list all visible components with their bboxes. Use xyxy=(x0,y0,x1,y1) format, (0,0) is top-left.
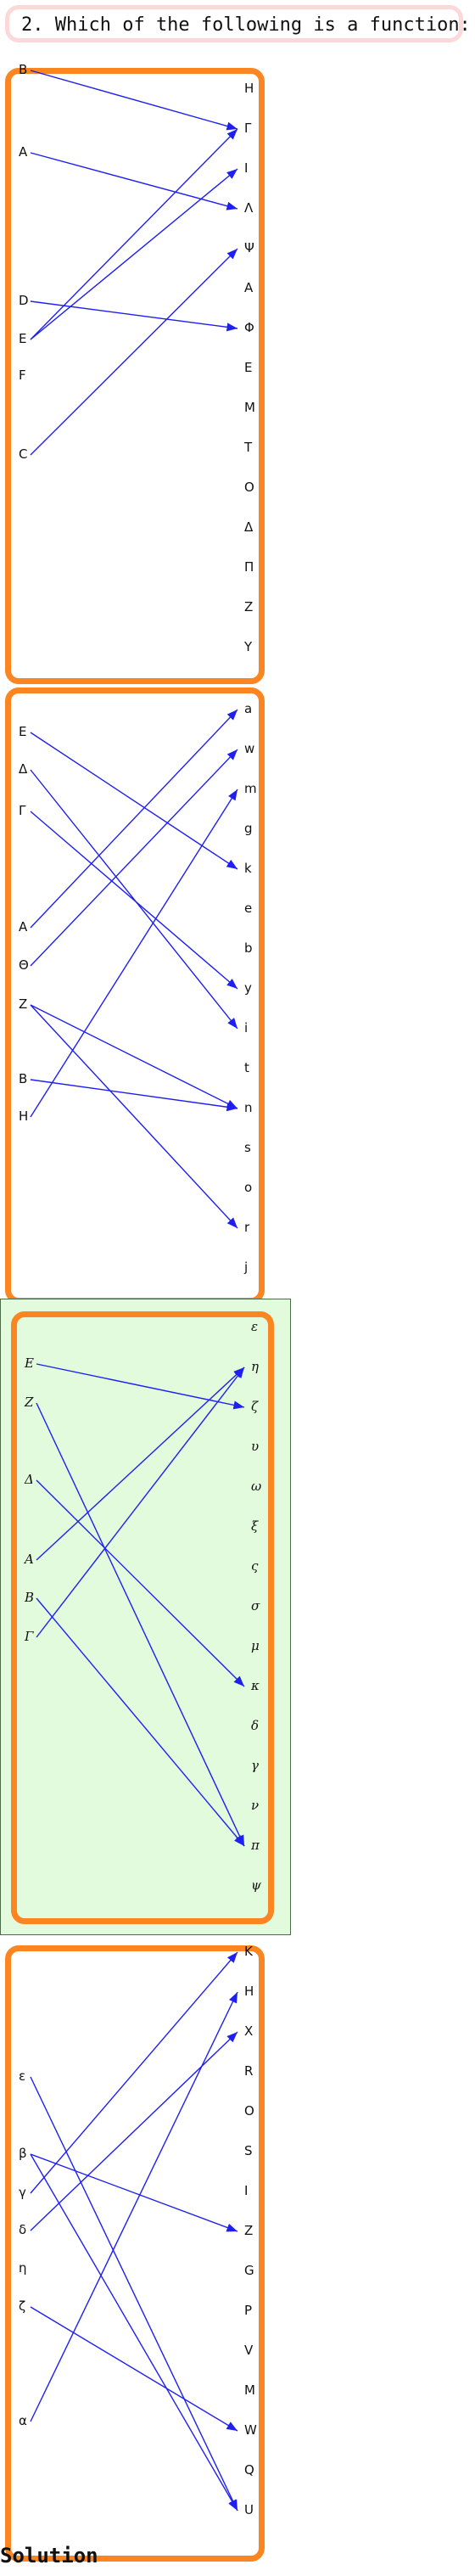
domain-element: α xyxy=(19,2415,27,2427)
codomain-element: P xyxy=(244,2304,252,2317)
domain-element: Z xyxy=(19,998,27,1011)
codomain-element: e xyxy=(244,902,252,915)
codomain-element: H xyxy=(244,82,254,95)
codomain-element: j xyxy=(244,1261,248,1274)
domain-element: Δ xyxy=(19,763,27,776)
codomain-element: Q xyxy=(244,2464,254,2477)
codomain-element: b xyxy=(244,942,253,955)
option-4[interactable]: ε β γ δ η ζ α K H X R O S I Z G P V M W Q U xyxy=(0,1937,271,2565)
codomain-element: I xyxy=(244,162,248,175)
codomain-element: y xyxy=(244,982,252,995)
codomain-element: Δ xyxy=(244,521,253,534)
domain-element: A xyxy=(25,1553,34,1566)
domain-element: γ xyxy=(19,2186,26,2199)
codomain-element: s xyxy=(244,1142,251,1154)
mapping-panel xyxy=(5,687,265,1304)
codomain-element: I xyxy=(244,2185,248,2197)
codomain-element: A xyxy=(244,282,253,295)
codomain-element: O xyxy=(244,481,254,494)
codomain-element: ν xyxy=(251,1799,259,1812)
codomain-element: ψ xyxy=(251,1879,261,1892)
question-text: 2. Which of the following is a function: xyxy=(21,14,471,36)
mapping-panel xyxy=(5,1945,265,2562)
codomain-element: ε xyxy=(251,1321,258,1333)
domain-element: β xyxy=(19,2147,27,2160)
domain-element: A xyxy=(19,146,27,159)
codomain-element: μ xyxy=(251,1640,260,1653)
option-1[interactable]: B A D E F C H Γ I Λ Ψ A Φ E M T O Δ Π Z Y xyxy=(0,59,271,687)
domain-element: B xyxy=(19,1073,27,1086)
codomain-element: Y xyxy=(244,641,252,654)
domain-element: C xyxy=(19,448,27,461)
domain-element: Θ xyxy=(19,959,29,972)
codomain-element: S xyxy=(244,2145,253,2158)
domain-element: E xyxy=(19,333,26,345)
codomain-element: o xyxy=(244,1181,252,1194)
domain-element: ζ xyxy=(19,2300,25,2313)
codomain-element: m xyxy=(244,783,257,795)
domain-element: ε xyxy=(19,2070,25,2083)
codomain-element: κ xyxy=(251,1680,260,1692)
codomain-element: M xyxy=(244,401,255,414)
codomain-element: E xyxy=(244,362,252,374)
domain-element: D xyxy=(19,295,29,307)
codomain-element: G xyxy=(244,2265,254,2277)
codomain-element: Γ xyxy=(244,122,251,135)
codomain-element: Z xyxy=(244,2225,253,2237)
codomain-element: δ xyxy=(251,1720,259,1732)
codomain-element: ξ xyxy=(251,1520,258,1533)
codomain-element: V xyxy=(244,2344,253,2357)
domain-element: Γ xyxy=(19,805,25,817)
domain-element: E xyxy=(19,726,26,738)
domain-element: Z xyxy=(25,1396,33,1409)
codomain-element: W xyxy=(244,2424,257,2437)
codomain-element: R xyxy=(244,2065,253,2078)
codomain-element: υ xyxy=(251,1440,259,1453)
codomain-element: a xyxy=(244,703,252,716)
codomain-element: π xyxy=(251,1839,260,1852)
codomain-element: γ xyxy=(251,1759,259,1772)
codomain-element: Φ xyxy=(244,322,254,334)
codomain-element: w xyxy=(244,743,254,755)
domain-element: B xyxy=(19,64,27,76)
codomain-element: r xyxy=(244,1221,249,1234)
codomain-element: i xyxy=(244,1022,248,1035)
codomain-element: σ xyxy=(251,1600,260,1613)
question-box: 2. Which of the following is a function: xyxy=(5,5,463,42)
domain-element: H xyxy=(19,1110,28,1123)
codomain-element: U xyxy=(244,2504,254,2517)
codomain-element: ς xyxy=(251,1560,258,1573)
domain-element: Γ xyxy=(25,1630,33,1643)
codomain-element: K xyxy=(244,1945,253,1958)
codomain-element: T xyxy=(244,441,252,454)
codomain-element: η xyxy=(251,1361,259,1373)
domain-element: B xyxy=(25,1591,34,1604)
codomain-element: Ψ xyxy=(244,242,254,255)
domain-element: η xyxy=(19,2262,27,2275)
domain-element: Δ xyxy=(25,1473,34,1486)
codomain-element: Π xyxy=(244,561,254,574)
codomain-element: Λ xyxy=(244,202,253,215)
domain-element: F xyxy=(19,369,26,382)
codomain-element: ζ xyxy=(251,1400,258,1413)
mapping-panel xyxy=(11,1311,274,1924)
codomain-element: M xyxy=(244,2384,255,2397)
codomain-element: O xyxy=(244,2105,254,2118)
domain-element: A xyxy=(19,921,27,934)
domain-element: E xyxy=(25,1357,34,1370)
codomain-element: k xyxy=(244,862,252,875)
solution-label: Solution xyxy=(0,2544,98,2568)
codomain-element: t xyxy=(244,1062,249,1075)
codomain-element: g xyxy=(244,822,253,835)
codomain-element: ω xyxy=(251,1480,261,1493)
codomain-element: Z xyxy=(244,601,253,614)
codomain-element: X xyxy=(244,2025,253,2038)
mapping-panel xyxy=(5,68,265,684)
codomain-element: n xyxy=(244,1102,253,1114)
codomain-element: H xyxy=(244,1985,254,1998)
domain-element: δ xyxy=(19,2224,26,2236)
